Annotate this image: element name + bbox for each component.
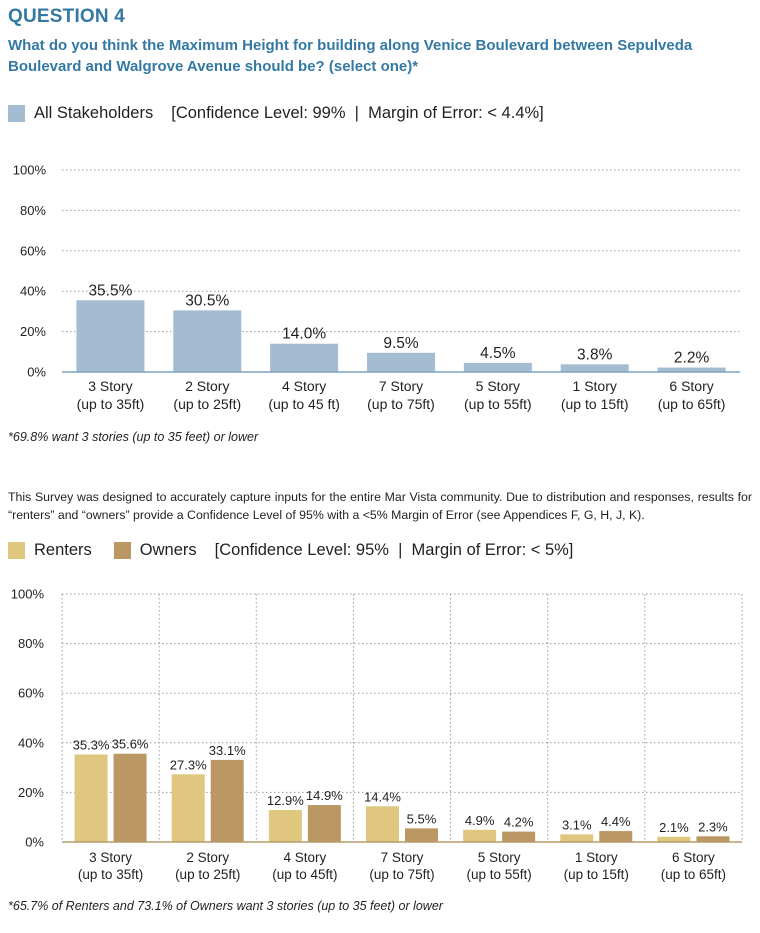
footnote-all: *69.8% want 3 stories (up to 35 feet) or…	[8, 430, 259, 444]
data-label-renters: 14.4%	[364, 789, 401, 804]
y-tick-label: 80%	[18, 636, 44, 651]
x-tick-sublabel: (up to 75ft)	[369, 867, 434, 882]
bar-owners	[599, 831, 633, 842]
legend-label-all: All Stakeholders	[34, 104, 154, 122]
data-label: 35.5%	[88, 282, 132, 299]
y-tick-label: 80%	[20, 203, 46, 218]
bar-owners	[210, 759, 244, 842]
x-tick-sublabel: (up to 55ft)	[464, 396, 532, 412]
legend-stats-all: [Confidence Level: 99% | Margin of Error…	[171, 104, 544, 122]
x-tick-label: 1 Story	[573, 378, 617, 394]
legend-swatch-all	[8, 105, 25, 122]
bar-renters	[657, 836, 691, 842]
bar-owners	[502, 831, 536, 842]
x-tick-sublabel: (up to 25ft)	[175, 867, 240, 882]
x-tick-sublabel: (up to 75ft)	[367, 396, 435, 412]
data-label-renters: 12.9%	[267, 793, 304, 808]
data-label-owners: 4.2%	[504, 815, 534, 830]
x-tick-label: 6 Story	[672, 850, 715, 865]
bar	[76, 300, 145, 372]
x-tick-label: 2 Story	[186, 850, 229, 865]
bar	[173, 310, 242, 372]
x-tick-sublabel: (up to 55ft)	[466, 867, 531, 882]
data-label-renters: 4.9%	[465, 813, 495, 828]
data-label: 14.0%	[282, 326, 326, 343]
bar-renters	[560, 834, 594, 842]
data-label-owners: 5.5%	[407, 811, 437, 826]
x-tick-label: 3 Story	[88, 378, 132, 394]
x-tick-sublabel: (up to 45 ft)	[268, 396, 340, 412]
y-tick-label: 60%	[18, 686, 44, 701]
y-tick-label: 20%	[20, 324, 46, 339]
data-label-owners: 35.6%	[112, 737, 149, 752]
x-tick-sublabel: (up to 15ft)	[561, 396, 629, 412]
data-label: 4.5%	[480, 345, 516, 362]
x-tick-label: 4 Story	[283, 850, 326, 865]
x-tick-sublabel: (up to 35ft)	[78, 867, 143, 882]
bar-owners	[113, 753, 147, 842]
survey-note: This Survey was designed to accurately c…	[8, 490, 752, 522]
x-tick-label: 1 Story	[575, 850, 618, 865]
x-tick-label: 7 Story	[381, 850, 424, 865]
bar-renters	[463, 829, 497, 842]
bar-owners	[696, 836, 730, 842]
bar-renters	[366, 806, 399, 842]
bar-renters	[268, 810, 302, 842]
legend-swatch-owners	[113, 542, 131, 559]
x-tick-label: 6 Story	[669, 378, 713, 394]
bar	[560, 364, 629, 372]
footnote-renters-owners: *65.7% of Renters and 73.1% of Owners wa…	[8, 899, 443, 913]
y-tick-label: 40%	[20, 284, 46, 299]
legend-label-owners: Owners	[139, 541, 197, 559]
bar-owners	[307, 805, 341, 842]
y-tick-label: 0%	[27, 365, 46, 380]
data-label-owners: 33.1%	[209, 743, 246, 758]
data-label: 3.8%	[577, 346, 613, 363]
data-label: 9.5%	[383, 335, 419, 352]
legend-renters-owners: Renters Owners [Confidence Level: 95% | …	[8, 541, 573, 560]
legend-all-stakeholders: All Stakeholders [Confidence Level: 99% …	[8, 104, 544, 123]
data-label: 30.5%	[185, 292, 229, 309]
y-tick-label: 100%	[13, 163, 47, 178]
data-label-renters: 35.3%	[73, 737, 110, 752]
x-tick-sublabel: (up to 35ft)	[77, 396, 145, 412]
x-tick-sublabel: (up to 45ft)	[272, 867, 337, 882]
data-label-renters: 2.1%	[659, 820, 689, 835]
legend-label-renters: Renters	[34, 541, 92, 559]
legend-swatch-renters	[8, 542, 25, 559]
question-title: QUESTION 4	[8, 6, 126, 27]
chart-renters-owners: 0% 20% 40% 60% 80% 100% 35.3% 35.6% 3 Story (up t…	[11, 587, 743, 882]
legend-stats-renters-owners: [Confidence Level: 95% | Margin of Error…	[214, 541, 574, 559]
x-tick-label: 5 Story	[478, 850, 521, 865]
x-tick-label: 7 Story	[379, 378, 423, 394]
x-tick-label: 2 Story	[185, 378, 229, 394]
y-tick-label: 20%	[18, 785, 44, 800]
bar-renters	[171, 774, 205, 842]
data-label-owners: 14.9%	[306, 788, 343, 803]
x-tick-sublabel: (up to 65ft)	[661, 867, 726, 882]
y-tick-label: 40%	[18, 735, 44, 750]
bar	[270, 343, 339, 372]
y-tick-label: 60%	[20, 243, 46, 258]
x-tick-label: 3 Story	[89, 850, 132, 865]
x-tick-label: 4 Story	[282, 378, 326, 394]
question-text: What do you think the Maximum Height for…	[8, 37, 693, 75]
x-tick-sublabel: (up to 25ft)	[173, 396, 241, 412]
data-label: 2.2%	[674, 350, 710, 367]
x-tick-sublabel: (up to 65ft)	[658, 396, 726, 412]
data-label-owners: 2.3%	[698, 819, 728, 834]
bar	[657, 367, 726, 372]
data-label-renters: 3.1%	[562, 817, 592, 832]
x-tick-label: 5 Story	[476, 378, 520, 394]
bar	[367, 352, 435, 372]
y-tick-label: 100%	[11, 587, 45, 602]
bar-renters	[74, 754, 108, 842]
data-label-renters: 27.3%	[170, 757, 207, 772]
y-tick-label: 0%	[25, 835, 44, 850]
chart-all-stakeholders: 0% 20% 40% 60% 80% 100% 35.5% 3 Story (up to 35f…	[13, 163, 740, 412]
bar-owners	[405, 828, 438, 842]
data-label-owners: 4.4%	[601, 814, 631, 829]
x-tick-sublabel: (up to 15ft)	[564, 867, 629, 882]
bar	[463, 362, 532, 372]
